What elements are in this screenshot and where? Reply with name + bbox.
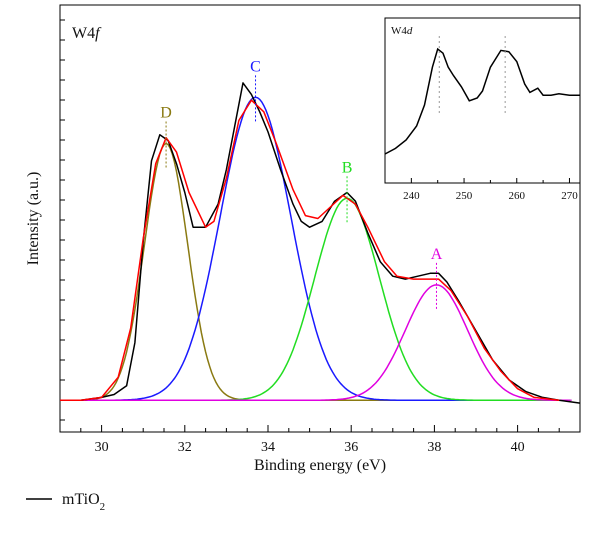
peak-A-curve bbox=[70, 284, 570, 402]
inset-curve bbox=[384, 47, 580, 155]
inset-x-tick-label: 240 bbox=[403, 190, 420, 202]
inset-panel-label: W4d bbox=[391, 25, 413, 37]
experimental-curve bbox=[60, 82, 581, 404]
panel-label-italic: f bbox=[95, 25, 102, 42]
legend-label-subscript: 2 bbox=[100, 501, 106, 513]
plot-frame bbox=[59, 4, 581, 433]
main-plot: 30 32 34 36 38 40 Binding energy (eV) Intensity… bbox=[25, 4, 581, 474]
y-axis-title: Intensity (a.u.) bbox=[25, 172, 42, 266]
x-tick-label: 38 bbox=[427, 440, 441, 455]
x-tick-label: 30 bbox=[95, 440, 109, 455]
inset-x-tick-label: 260 bbox=[509, 190, 526, 202]
panel-label: W4f bbox=[72, 25, 102, 42]
peak-B-label: B bbox=[342, 159, 353, 176]
inset-frame bbox=[384, 17, 581, 184]
x-axis-title: Binding energy (eV) bbox=[254, 457, 386, 474]
x-tick-label: 36 bbox=[344, 440, 358, 455]
inset-x-tick-label: 270 bbox=[561, 190, 578, 202]
x-tick-label: 40 bbox=[511, 440, 525, 455]
legend-label: mTiO2 bbox=[62, 491, 105, 513]
inset-panel-label-italic: d bbox=[407, 25, 413, 37]
inset-plot: 240 250 260 270 W4d bbox=[384, 17, 581, 202]
inset-x-tick-label: 250 bbox=[456, 190, 473, 202]
fit-curve bbox=[60, 99, 560, 402]
legend: mTiO2 bbox=[26, 491, 105, 513]
x-tick-label: 32 bbox=[178, 440, 192, 455]
peak-A-label: A bbox=[431, 246, 443, 263]
peak-D-label: D bbox=[160, 104, 172, 121]
x-tick-label: 34 bbox=[261, 440, 275, 455]
peak-C-label: C bbox=[250, 58, 261, 75]
